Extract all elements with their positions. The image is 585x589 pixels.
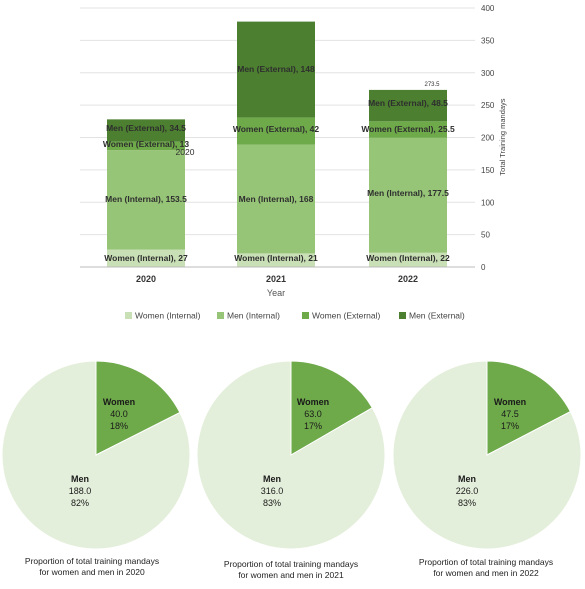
legend-swatch	[217, 312, 224, 319]
bar-segment	[369, 252, 447, 267]
legend-label: Women (External)	[312, 311, 381, 321]
y-tick-label: 400	[481, 4, 495, 13]
data-label: Men (External), 48.5	[368, 98, 448, 108]
annotation-label: 2020	[176, 147, 195, 157]
bar-segment	[107, 141, 185, 151]
bar-segment	[369, 121, 447, 138]
x-tick-label: 2021	[266, 274, 286, 284]
pie-slice-label: Women	[103, 397, 135, 407]
legend-swatch	[302, 312, 309, 319]
pie-slice-percent: 17%	[304, 421, 322, 431]
bar-segment	[369, 137, 447, 253]
pie-slice-percent: 17%	[501, 421, 519, 431]
bar-segment	[369, 89, 447, 122]
bar-segment	[237, 144, 315, 254]
bar-segment	[237, 21, 315, 118]
bar-segment	[107, 119, 185, 142]
pie-slice-value: 226.0	[456, 486, 479, 496]
pie-slice	[392, 360, 582, 550]
y-tick-label: 150	[481, 166, 495, 175]
pie-slice-label: Women	[494, 397, 526, 407]
data-label: Men (External), 34.5	[106, 123, 186, 133]
legend-label: Men (Internal)	[227, 311, 280, 321]
pie-caption-3: Proportion of total training mandays for…	[391, 557, 581, 579]
x-tick-label: 2020	[136, 274, 156, 284]
y-tick-label: 100	[481, 198, 495, 207]
y-tick-label: 300	[481, 69, 495, 78]
pie-caption-2-line-1: Proportion of total training mandays	[223, 559, 359, 569]
pie-slice-percent: 83%	[263, 498, 281, 508]
pie-caption-1: Proportion of total training mandays for…	[0, 556, 187, 578]
pie-slice-value: 316.0	[261, 486, 284, 496]
y-tick-label: 200	[481, 134, 495, 143]
pie-slice-value: 47.5	[501, 409, 519, 419]
data-label: Men (Internal), 177.5	[367, 188, 449, 198]
bar-segment	[107, 150, 185, 250]
y-axis-label: Total Training mandays	[498, 98, 507, 175]
pie-slice	[290, 360, 373, 456]
data-label: Women (External), 25.5	[361, 124, 455, 134]
stacked-bar-chart: 0 50 100 150 200 250 300 350 400 Total Training m…	[80, 4, 507, 321]
pie-caption-3-line-2: for women and men in 2022	[433, 568, 539, 578]
y-tick-label: 50	[481, 231, 490, 240]
pie-slice-value: 63.0	[304, 409, 322, 419]
data-label: Men (Internal), 168	[239, 194, 314, 204]
pie-caption-1-line-2: for women and men in 2020	[39, 567, 145, 577]
pie-caption-3-line-1: Proportion of total training mandays	[418, 557, 554, 567]
pie-slice	[196, 360, 386, 550]
pie-slice-value: 40.0	[110, 409, 128, 419]
data-label: Women (External), 13	[103, 139, 190, 149]
pie-slice-label: Men	[71, 474, 89, 484]
pie-slice	[1, 360, 191, 550]
pie-slice-value: 188.0	[69, 486, 92, 496]
pie-slice-percent: 83%	[458, 498, 476, 508]
legend-swatch	[125, 312, 132, 319]
x-axis-label: Year	[267, 288, 285, 298]
pie-caption-2: Proportion of total training mandays for…	[196, 559, 386, 581]
data-label: Women (Internal), 27	[104, 253, 188, 263]
legend-label: Women (Internal)	[135, 311, 201, 321]
bar-segment	[237, 253, 315, 267]
legend-swatch	[399, 312, 406, 319]
pie-caption-2-line-2: for women and men in 2021	[238, 570, 344, 580]
pie-slice-percent: 82%	[71, 498, 89, 508]
data-label: Women (Internal), 22	[366, 253, 450, 263]
bar-segment	[237, 117, 315, 145]
pie-slice-percent: 18%	[110, 421, 128, 431]
pie-slice-label: Women	[297, 397, 329, 407]
data-label: Women (External), 42	[233, 124, 320, 134]
data-label: Men (External), 148	[237, 64, 315, 74]
data-label: Women (Internal), 21	[234, 253, 318, 263]
y-tick-label: 350	[481, 36, 495, 45]
data-label: Men (Internal), 153.5	[105, 194, 187, 204]
pie-slice	[95, 360, 181, 456]
y-tick-label: 250	[481, 101, 495, 110]
legend-label: Men (External)	[409, 311, 465, 321]
bar-segment	[107, 249, 185, 267]
pie-caption-1-line-1: Proportion of total training mandays	[24, 556, 160, 566]
pie-slice-label: Men	[458, 474, 476, 484]
total-annotation-label: 273.5	[424, 82, 440, 88]
pie-slice	[486, 360, 572, 456]
x-tick-label: 2022	[398, 274, 418, 284]
pie-slice-label: Men	[263, 474, 281, 484]
y-tick-label: 0	[481, 263, 486, 272]
